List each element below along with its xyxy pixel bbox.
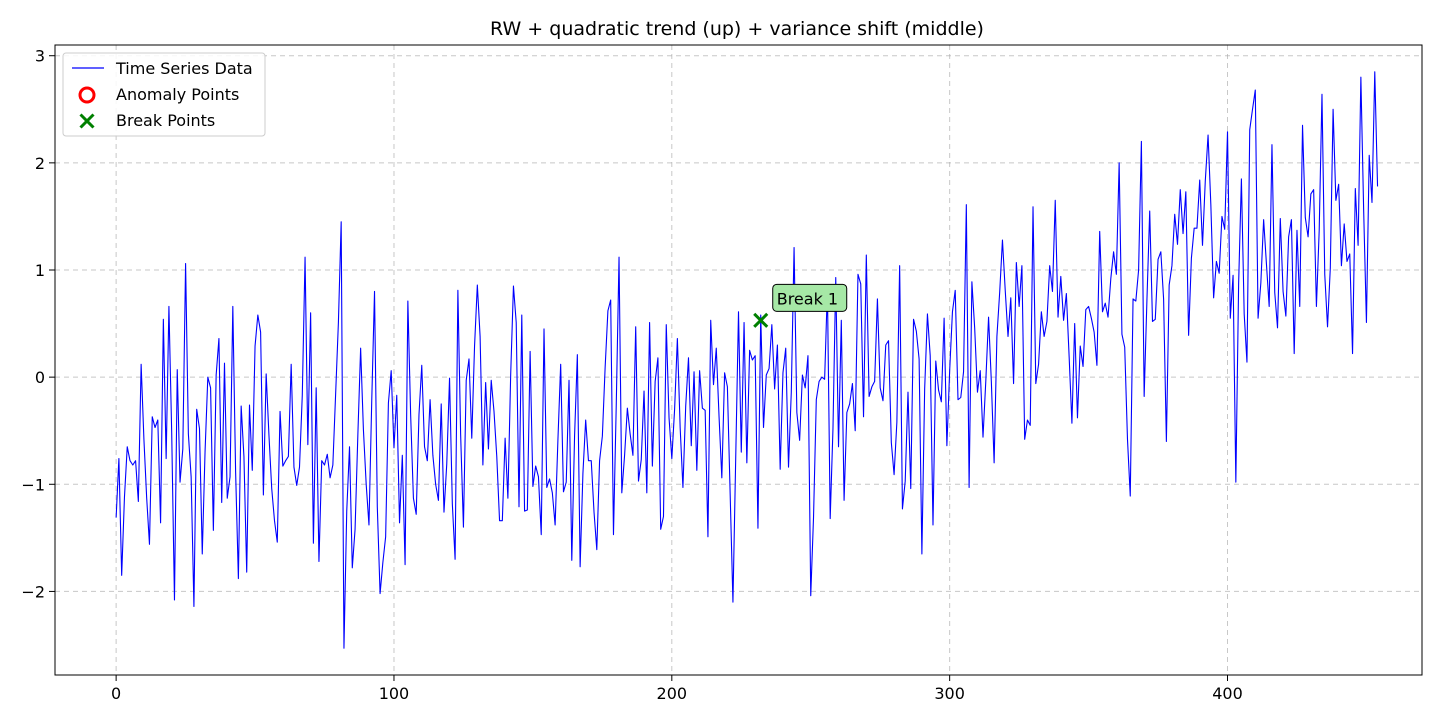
- legend-label: Anomaly Points: [116, 85, 239, 104]
- legend: Time Series Data Anomaly Points Break Poin…: [62, 52, 266, 137]
- y-tick-label: 2: [35, 154, 45, 173]
- y-tick-label: 3: [35, 47, 45, 66]
- legend-swatch-circle: [78, 86, 96, 104]
- y-tick-label: −1: [21, 475, 45, 494]
- plot-area: [55, 45, 1422, 675]
- y-tick-label: 0: [35, 368, 45, 387]
- break-point-stroke: [753, 312, 769, 328]
- break-annotation: Break 1: [772, 283, 848, 312]
- break-point-marker: [753, 312, 769, 328]
- annotation-label: Break 1: [777, 289, 838, 308]
- y-tick-label: 1: [35, 261, 45, 280]
- y-tick-label: −2: [21, 582, 45, 601]
- legend-label: Break Points: [116, 111, 215, 130]
- legend-box: [62, 52, 266, 137]
- annotation-box: [772, 283, 848, 312]
- x-tick-label: 100: [379, 684, 410, 703]
- series-line-time-series-data: [115, 71, 1379, 649]
- axes: 0 100 200 300 400 −2 −1 0 1 2 3: [21, 47, 1242, 703]
- plot-frame: [54, 44, 1423, 676]
- x-tick-label: 300: [934, 684, 965, 703]
- data-layer: Break 1: [115, 71, 1379, 649]
- legend-label: Time Series Data: [115, 59, 253, 78]
- x-tick-label: 200: [657, 684, 688, 703]
- x-tick-label: 0: [111, 684, 121, 703]
- legend-swatch-x: [79, 113, 95, 129]
- x-tick-label: 400: [1212, 684, 1243, 703]
- chart-title: RW + quadratic trend (up) + variance shi…: [490, 18, 984, 40]
